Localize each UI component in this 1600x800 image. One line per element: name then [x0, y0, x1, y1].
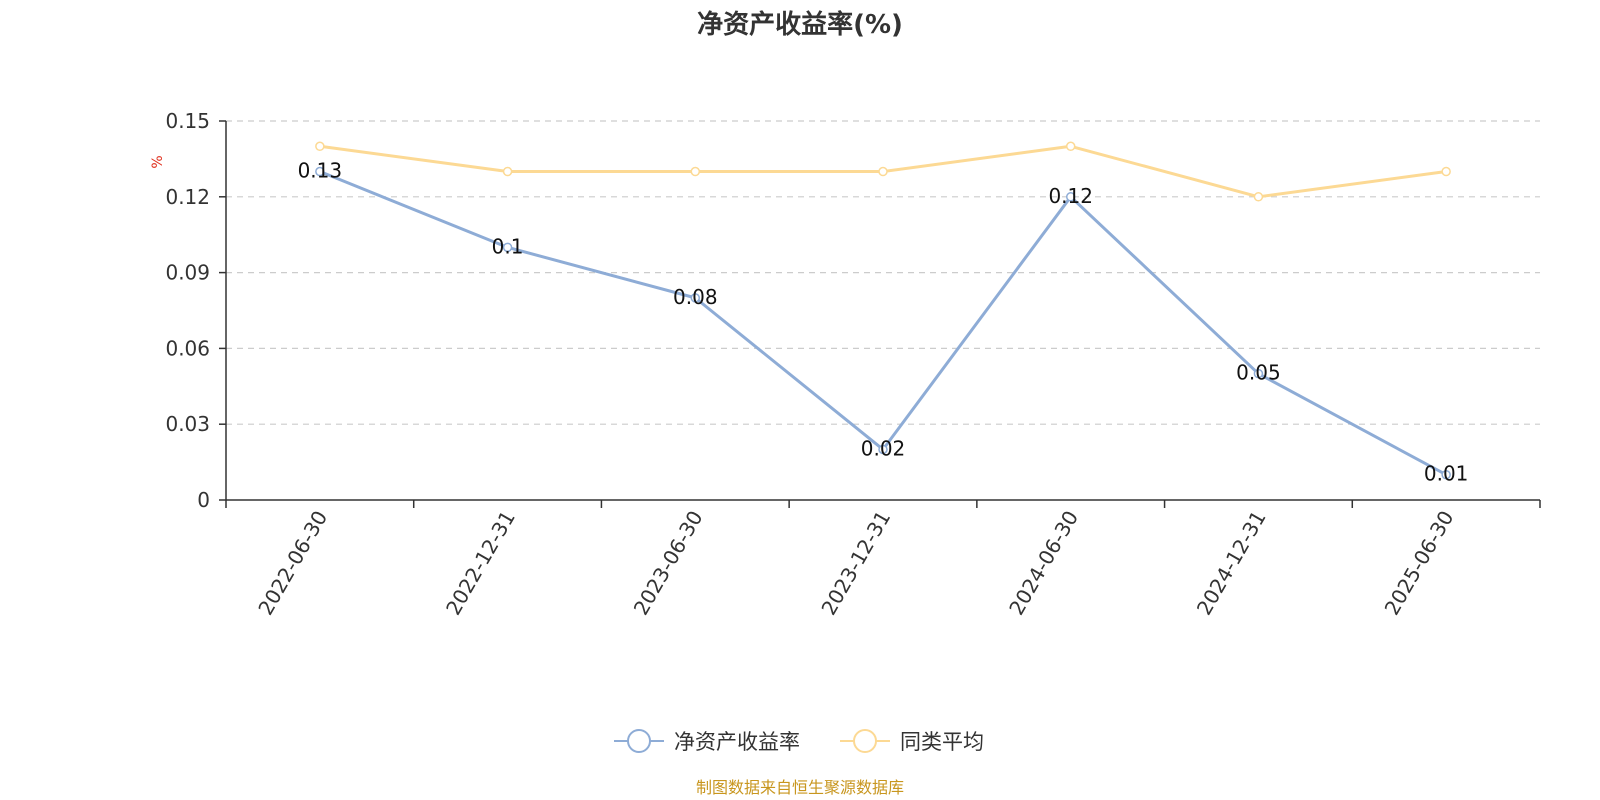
- data-point: [502, 166, 513, 177]
- data-label: 0.1: [492, 234, 524, 258]
- x-tick-label: 2023-06-30: [629, 507, 708, 620]
- y-axis-ticks: 0 0.03 0.06 0.09 0.12 0.15: [165, 109, 226, 512]
- legend-item[interactable]: 同类平均: [840, 729, 984, 754]
- data-point: [1441, 166, 1451, 177]
- source-note: 制图数据来自恒生聚源数据库: [696, 778, 904, 797]
- data-point: [1253, 368, 1264, 379]
- legend-label: 净资产收益率: [674, 730, 800, 754]
- y-axis-unit-label: %: [150, 155, 166, 168]
- y-tick-label: 0.06: [165, 336, 210, 360]
- chart-title: 净资产收益率(%): [697, 9, 903, 40]
- data-point: [1441, 469, 1451, 480]
- data-point: [690, 293, 701, 303]
- legend-item[interactable]: 净资产收益率: [614, 729, 800, 754]
- x-axis-ticks: 2022-06-30 2022-12-31 2023-06-30 2023-12-31…: [225, 500, 1541, 620]
- axes: [225, 121, 1540, 501]
- data-point: [878, 166, 888, 177]
- x-tick-label: 2022-12-31: [441, 507, 520, 620]
- x-tick-label: 2024-06-30: [1004, 507, 1083, 620]
- series-group: 0.13 0.1 0.08 0.02 0.12 0.05 0.01: [298, 141, 1469, 486]
- data-point: [502, 242, 513, 253]
- y-tick-label: 0.12: [165, 185, 210, 209]
- x-tick-label: 2024-12-31: [1192, 507, 1271, 620]
- data-point: [878, 444, 888, 455]
- series-line: [319, 170, 1447, 477]
- data-point: [1253, 192, 1264, 202]
- data-label: 0.08: [673, 285, 718, 309]
- x-tick-label: 2022-06-30: [253, 507, 332, 620]
- data-label: 0.12: [1048, 184, 1093, 208]
- data-label: 0.01: [1424, 462, 1469, 486]
- y-tick-label: 0: [197, 488, 210, 512]
- data-point: [315, 141, 325, 152]
- x-tick-label: 2023-12-31: [816, 507, 895, 620]
- y-tick-label: 0.15: [165, 109, 210, 133]
- y-tick-label: 0.09: [165, 261, 210, 285]
- y-tick-label: 0.03: [165, 412, 210, 436]
- data-point: [315, 166, 325, 177]
- legend-marker: [627, 729, 651, 753]
- legend[interactable]: 净资产收益率 同类平均: [614, 729, 984, 754]
- data-label: 0.13: [298, 159, 343, 183]
- data-point: [1065, 192, 1076, 202]
- legend-label: 同类平均: [900, 730, 984, 754]
- x-tick-label: 2025-06-30: [1380, 507, 1459, 620]
- data-label: 0.02: [861, 436, 906, 460]
- legend-marker: [853, 729, 877, 753]
- data-point: [690, 166, 701, 177]
- grid-lines: [226, 120, 1540, 425]
- data-label: 0.05: [1236, 361, 1281, 385]
- data-point: [1065, 141, 1076, 152]
